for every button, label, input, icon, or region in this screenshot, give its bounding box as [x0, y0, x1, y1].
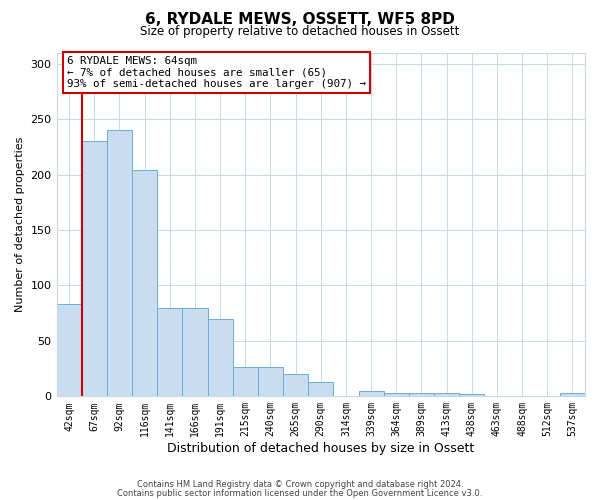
Bar — [434, 393, 459, 396]
Bar — [258, 368, 283, 396]
Bar — [82, 141, 107, 397]
Bar — [459, 394, 484, 396]
Y-axis label: Number of detached properties: Number of detached properties — [15, 136, 25, 312]
Text: Size of property relative to detached houses in Ossett: Size of property relative to detached ho… — [140, 25, 460, 38]
Bar — [409, 393, 434, 396]
Bar — [208, 318, 233, 396]
Bar — [56, 304, 82, 396]
Bar — [107, 130, 132, 396]
Text: Contains HM Land Registry data © Crown copyright and database right 2024.: Contains HM Land Registry data © Crown c… — [137, 480, 463, 489]
Bar — [132, 170, 157, 396]
X-axis label: Distribution of detached houses by size in Ossett: Distribution of detached houses by size … — [167, 442, 475, 455]
Bar — [308, 382, 334, 396]
Text: 6, RYDALE MEWS, OSSETT, WF5 8PD: 6, RYDALE MEWS, OSSETT, WF5 8PD — [145, 12, 455, 28]
Bar — [383, 393, 409, 396]
Bar — [233, 368, 258, 396]
Text: Contains public sector information licensed under the Open Government Licence v3: Contains public sector information licen… — [118, 488, 482, 498]
Bar — [283, 374, 308, 396]
Bar — [359, 391, 383, 396]
Bar — [157, 308, 182, 396]
Bar — [182, 308, 208, 396]
Text: 6 RYDALE MEWS: 64sqm
← 7% of detached houses are smaller (65)
93% of semi-detach: 6 RYDALE MEWS: 64sqm ← 7% of detached ho… — [67, 56, 366, 89]
Bar — [560, 393, 585, 396]
